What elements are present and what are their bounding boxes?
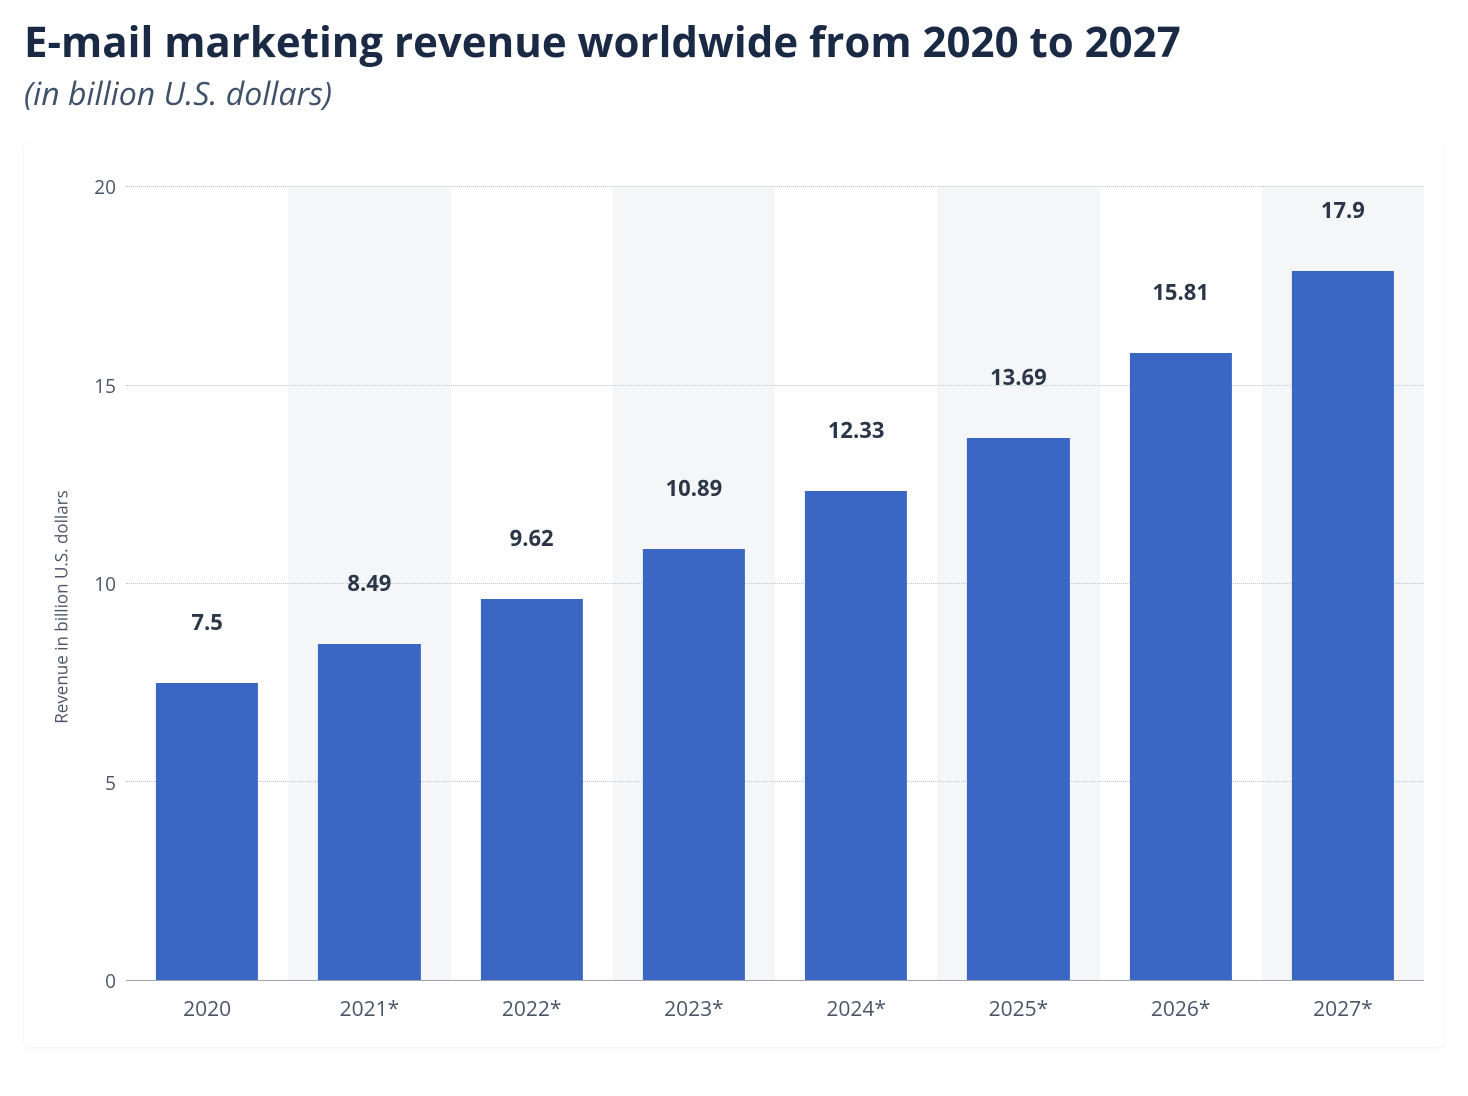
bar-value-label: 13.69 <box>990 362 1047 400</box>
y-tick-label: 5 <box>80 770 116 796</box>
bar-slot: 9.62 <box>451 187 613 980</box>
chart-title: E-mail marketing revenue worldwide from … <box>24 18 1444 66</box>
x-tick-label: 2025* <box>937 981 1099 1027</box>
bar-slot: 12.33 <box>775 187 937 980</box>
bar-value-label: 8.49 <box>347 568 391 606</box>
bar <box>967 438 1069 981</box>
chart-subtitle: (in billion U.S. dollars) <box>24 72 1444 115</box>
bar-value-label: 7.5 <box>191 607 222 645</box>
x-tick-label: 2026* <box>1100 981 1262 1027</box>
bar-value-label: 12.33 <box>828 415 885 453</box>
bar-slot: 8.49 <box>288 187 450 980</box>
y-axis-label: Revenue in billion U.S. dollars <box>50 491 73 724</box>
bar <box>1130 353 1232 980</box>
bar-value-label: 9.62 <box>510 523 554 561</box>
plot-area: 7.5 8.49 9.62 10.89 12.33 13.69 15.81 17.9 <box>126 187 1424 981</box>
bar-slot: 15.81 <box>1100 187 1262 980</box>
y-tick-label: 15 <box>80 373 116 399</box>
y-tick-label: 10 <box>80 571 116 597</box>
bar <box>156 683 258 980</box>
chart-card: Revenue in billion U.S. dollars 0 5 10 15 20… <box>24 141 1444 1047</box>
x-axis-labels: 20202021*2022*2023*2024*2025*2026*2027* <box>126 981 1424 1027</box>
bar <box>643 549 745 981</box>
y-tick-label: 20 <box>80 174 116 200</box>
bar-slot: 13.69 <box>937 187 1099 980</box>
bar-slot: 7.5 <box>126 187 288 980</box>
bars-row: 7.5 8.49 9.62 10.89 12.33 13.69 15.81 17.9 <box>126 187 1424 980</box>
bar-value-label: 15.81 <box>1152 277 1209 315</box>
x-tick-label: 2023* <box>613 981 775 1027</box>
bar <box>481 599 583 980</box>
y-axis-ticks: 05101520 <box>78 187 126 1027</box>
plot: 7.5 8.49 9.62 10.89 12.33 13.69 15.81 17.9 2020… <box>126 187 1424 1027</box>
bar <box>318 644 420 981</box>
bar-value-label: 10.89 <box>666 473 723 511</box>
x-tick-label: 2024* <box>775 981 937 1027</box>
bar-slot: 10.89 <box>613 187 775 980</box>
bar <box>1292 271 1394 981</box>
x-tick-label: 2021* <box>288 981 450 1027</box>
x-tick-label: 2020 <box>126 981 288 1027</box>
bar-slot: 17.9 <box>1262 187 1424 980</box>
x-tick-label: 2027* <box>1262 981 1424 1027</box>
x-tick-label: 2022* <box>451 981 613 1027</box>
chart-wrap: Revenue in billion U.S. dollars 0 5 10 15 20… <box>44 187 1424 1027</box>
bar-value-label: 17.9 <box>1321 195 1365 233</box>
bar <box>805 491 907 980</box>
y-tick-label: 0 <box>80 968 116 994</box>
y-axis-label-wrap: Revenue in billion U.S. dollars <box>44 187 78 1027</box>
